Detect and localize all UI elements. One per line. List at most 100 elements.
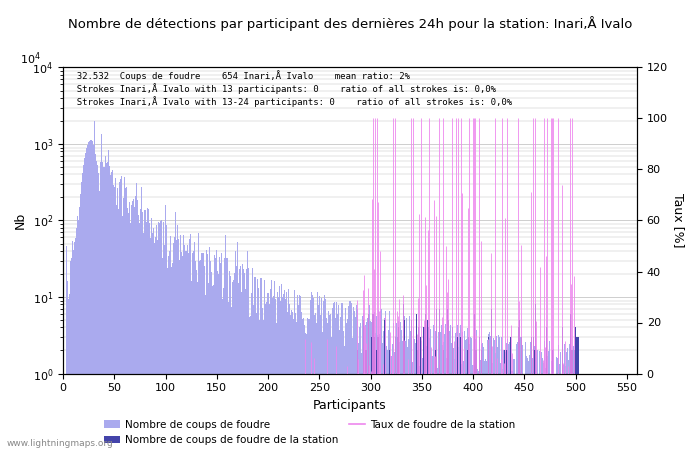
Bar — [411, 320, 412, 450]
Bar — [389, 310, 391, 450]
Bar — [119, 182, 120, 450]
Bar — [571, 351, 572, 450]
Bar — [78, 220, 79, 450]
Bar — [331, 337, 332, 450]
Bar — [479, 349, 480, 450]
Bar — [435, 351, 437, 450]
Bar — [526, 356, 527, 450]
Bar — [337, 314, 338, 450]
Bar — [439, 309, 440, 450]
Bar — [426, 346, 428, 450]
Bar — [332, 307, 333, 450]
Bar — [572, 351, 573, 450]
Bar — [251, 293, 252, 450]
Bar — [82, 173, 83, 450]
Bar — [133, 198, 134, 450]
Bar — [473, 314, 475, 450]
Bar — [532, 357, 533, 450]
Bar — [209, 247, 210, 450]
Bar — [411, 336, 412, 450]
Bar — [418, 328, 419, 450]
Bar — [374, 312, 375, 450]
Bar — [253, 305, 254, 450]
Bar — [126, 187, 127, 450]
Bar — [522, 345, 523, 450]
Bar — [282, 297, 283, 450]
Bar — [371, 322, 372, 450]
Bar — [272, 296, 274, 450]
Text: www.lightningmaps.org: www.lightningmaps.org — [7, 439, 113, 448]
Bar — [168, 256, 169, 450]
Bar — [380, 311, 382, 450]
Bar — [153, 228, 154, 450]
Bar — [535, 374, 536, 450]
Bar — [131, 205, 132, 450]
Bar — [343, 332, 344, 450]
Bar — [83, 165, 84, 450]
Bar — [442, 346, 443, 450]
Bar — [220, 263, 221, 450]
Bar — [533, 351, 534, 450]
Bar — [206, 249, 207, 450]
Bar — [245, 288, 246, 450]
Bar — [357, 351, 358, 450]
Bar — [122, 216, 123, 450]
Bar — [365, 325, 366, 450]
Bar — [402, 304, 404, 450]
Bar — [443, 351, 444, 450]
Bar — [85, 153, 86, 450]
Bar — [376, 316, 377, 450]
Bar — [289, 304, 290, 450]
Bar — [456, 332, 457, 450]
Bar — [506, 343, 507, 450]
Bar — [576, 337, 577, 450]
Bar — [364, 326, 365, 450]
Bar — [454, 359, 455, 450]
Bar — [281, 284, 282, 450]
Bar — [99, 190, 100, 450]
Bar — [190, 281, 192, 450]
Bar — [464, 331, 466, 450]
Bar — [441, 325, 442, 450]
Bar — [524, 374, 525, 450]
Bar — [506, 351, 507, 450]
Bar — [504, 369, 505, 450]
Bar — [97, 165, 99, 450]
Bar — [227, 258, 228, 450]
Bar — [473, 351, 475, 450]
Bar — [442, 374, 443, 450]
Bar — [404, 316, 405, 450]
Bar — [116, 205, 117, 450]
Bar — [433, 356, 435, 450]
Bar — [546, 367, 547, 450]
Bar — [397, 337, 398, 450]
Bar — [373, 333, 374, 450]
Bar — [157, 240, 158, 450]
Bar — [366, 322, 367, 450]
Bar — [545, 374, 546, 450]
Bar — [536, 350, 537, 450]
Bar — [571, 351, 572, 450]
Bar — [118, 209, 119, 450]
Bar — [387, 350, 388, 450]
Bar — [564, 344, 565, 450]
Bar — [491, 340, 492, 450]
Bar — [112, 170, 113, 450]
Bar — [358, 327, 360, 450]
Bar — [100, 162, 102, 450]
Bar — [70, 261, 71, 450]
Bar — [301, 312, 302, 450]
Bar — [508, 344, 510, 450]
Bar — [349, 301, 351, 450]
Bar — [340, 317, 342, 450]
Bar — [137, 200, 139, 450]
Bar — [561, 350, 563, 450]
Bar — [148, 223, 150, 450]
Bar — [218, 274, 219, 450]
Bar — [293, 319, 294, 450]
Bar — [455, 333, 456, 450]
Bar — [217, 271, 218, 450]
Bar — [207, 253, 208, 450]
Bar — [278, 297, 279, 450]
Bar — [419, 366, 420, 450]
